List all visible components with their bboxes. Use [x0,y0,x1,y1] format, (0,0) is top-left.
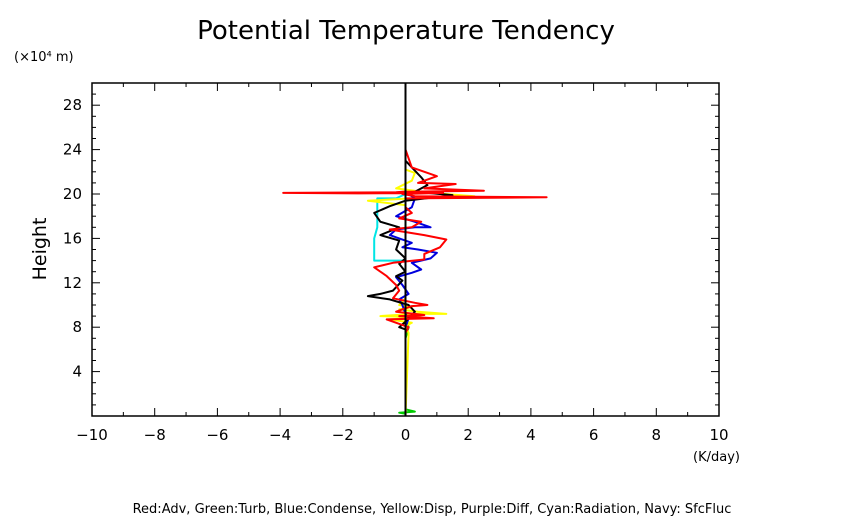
x-tick-label: −4 [269,426,291,444]
y-tick-label: 24 [63,141,82,159]
x-tick-label: 8 [652,426,662,444]
y-tick-label: 4 [72,363,82,381]
y-axis-label: Height [29,218,51,281]
x-tick-label: 2 [463,426,473,444]
y-tick-label: 28 [63,96,82,114]
series-layer [282,83,548,417]
y-tick-label: 16 [63,229,82,247]
x-tick-label: 10 [709,426,728,444]
chart-title: Potential Temperature Tendency [197,16,615,46]
y-tick-label: 12 [63,274,82,292]
legend-caption: Red:Adv, Green:Turb, Blue:Condense, Yell… [133,502,732,517]
series-line-adv [282,83,548,416]
x-axis-label: (K/day) [693,450,740,465]
x-tick-label: −10 [76,426,108,444]
x-tick-label: −8 [144,426,166,444]
y-tick-label: 20 [63,185,82,203]
y-unit-label: (×10⁴ m) [14,50,74,65]
y-tick-label: 8 [72,318,82,336]
x-tick-label: 0 [401,426,411,444]
x-tick-label: 4 [526,426,536,444]
x-tick-label: 6 [589,426,599,444]
x-tick-label: −2 [332,426,354,444]
x-tick-label: −6 [206,426,228,444]
series-line-black [366,83,454,416]
